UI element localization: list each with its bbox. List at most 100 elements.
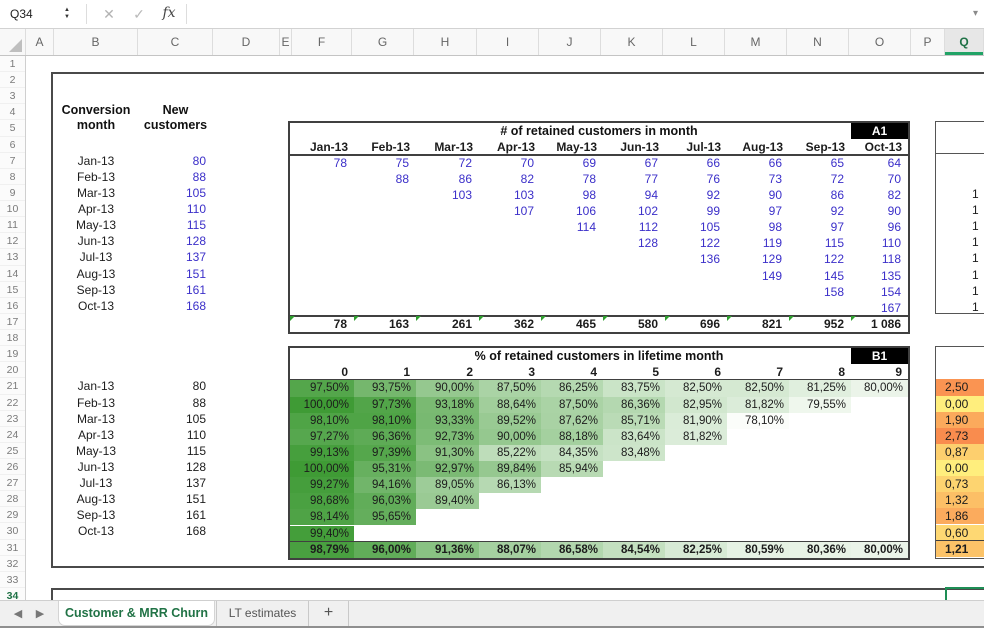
column-label-2[interactable]: 2 [466, 365, 473, 380]
month-cell[interactable]: Oct-13 [77, 524, 114, 539]
row-header-2[interactable]: 2 [0, 72, 25, 89]
side-cell[interactable]: 1 [972, 219, 979, 234]
percent-cell[interactable]: 81,25% [789, 380, 851, 397]
heat-cell[interactable]: 2,73 [936, 427, 984, 444]
side-cell[interactable]: 1 [972, 235, 979, 250]
percent-cell[interactable]: 88,64% [479, 396, 541, 413]
column-header-Q[interactable]: Q [945, 29, 984, 55]
retained-cell[interactable]: 92 [706, 187, 720, 202]
month-cell[interactable]: Aug-13 [76, 266, 116, 281]
percent-cell[interactable]: 97,27% [290, 428, 354, 445]
spinner-up-icon[interactable]: ▲ [64, 7, 70, 13]
conversion-month-header[interactable]: Conversion month [54, 103, 138, 133]
month-cell[interactable]: Mar-13 [76, 411, 115, 426]
retained-cell[interactable]: 115 [824, 236, 844, 251]
retained-total-cell[interactable]: 163 [354, 315, 416, 332]
row-header-28[interactable]: 28 [0, 491, 25, 508]
percent-cell[interactable]: 92,73% [416, 428, 479, 445]
row-header-17[interactable]: 17 [0, 314, 25, 331]
percent-cell[interactable]: 95,31% [354, 461, 416, 478]
retained-cell[interactable]: 105 [699, 220, 720, 235]
retained-cell[interactable]: 99 [706, 204, 720, 219]
fx-icon[interactable]: fx [162, 5, 176, 21]
column-label-4[interactable]: 4 [590, 365, 597, 380]
new-customers-cell[interactable]: 151 [185, 492, 206, 507]
percent-cell[interactable]: 98,68% [290, 493, 354, 510]
retained-cell[interactable]: 97 [830, 220, 844, 235]
month-cell[interactable]: Feb-13 [76, 169, 116, 184]
percent-cell[interactable]: 90,00% [416, 380, 479, 397]
sheet-tab-lt-estimates[interactable]: LT estimates [216, 601, 309, 626]
row-header-1[interactable]: 1 [0, 56, 25, 73]
column-label-Feb-13[interactable]: Feb-13 [371, 139, 410, 154]
column-header-F[interactable]: F [292, 29, 352, 55]
heat-cell[interactable]: 0,00 [936, 460, 984, 477]
retained-cell[interactable]: 90 [768, 187, 782, 202]
percent-total-cell[interactable]: 88,07% [479, 541, 541, 558]
retained-cell[interactable]: 64 [887, 155, 901, 170]
retained-cell[interactable]: 102 [637, 204, 658, 219]
percent-cell[interactable]: 81,82% [665, 428, 727, 445]
retained-cell[interactable]: 70 [520, 155, 534, 170]
heat-cell[interactable]: 1,32 [936, 492, 984, 509]
row-header-34[interactable]: 34 [0, 588, 25, 600]
retained-cell[interactable]: 103 [513, 187, 534, 202]
retained-cell[interactable]: 97 [768, 204, 782, 219]
retained-cell[interactable]: 114 [576, 220, 596, 235]
percent-cell[interactable]: 85,71% [603, 412, 665, 429]
month-cell[interactable]: Apr-13 [77, 202, 115, 217]
percent-cell[interactable]: 100,00% [290, 396, 354, 413]
retained-cell[interactable]: 154 [880, 284, 901, 299]
row-header-4[interactable]: 4 [0, 104, 25, 121]
percent-total-cell[interactable]: 91,36% [416, 541, 479, 558]
percent-cell[interactable]: 81,90% [665, 412, 727, 429]
row-header-19[interactable]: 19 [0, 346, 25, 363]
side-cell[interactable]: 1 [972, 267, 979, 282]
row-header-18[interactable]: 18 [0, 330, 25, 347]
column-header-C[interactable]: C [138, 29, 213, 55]
column-header-G[interactable]: G [352, 29, 414, 55]
new-customers-cell[interactable]: 110 [186, 202, 206, 217]
month-cell[interactable]: Feb-13 [76, 395, 116, 410]
percent-cell[interactable]: 89,52% [479, 412, 541, 429]
heat-cell[interactable]: 0,60 [936, 524, 984, 541]
percent-cell[interactable]: 78,10% [727, 412, 789, 429]
new-customers-cell[interactable]: 88 [192, 395, 206, 410]
row-header-26[interactable]: 26 [0, 459, 25, 476]
percent-cell[interactable]: 99,27% [290, 477, 354, 494]
retained-cell[interactable]: 88 [395, 171, 409, 186]
retained-total-cell[interactable]: 465 [541, 315, 603, 332]
row-header-31[interactable]: 31 [0, 540, 25, 556]
percent-total-cell[interactable]: 80,59% [727, 541, 789, 558]
column-label-Apr-13[interactable]: Apr-13 [496, 139, 535, 154]
side-cell[interactable]: 1 [972, 186, 979, 201]
add-sheet-button[interactable]: + [309, 601, 349, 626]
new-customers-cell[interactable]: 80 [192, 379, 206, 394]
percent-cell[interactable]: 88,18% [541, 428, 603, 445]
month-cell[interactable]: Jul-13 [79, 476, 113, 491]
row-header-6[interactable]: 6 [0, 137, 25, 153]
new-customers-cell[interactable]: 128 [185, 234, 206, 249]
retained-cell[interactable]: 90 [887, 204, 901, 219]
percent-total-cell[interactable]: 96,00% [354, 541, 416, 558]
percent-cell[interactable]: 84,35% [541, 444, 603, 462]
month-cell[interactable]: May-13 [75, 218, 116, 233]
retained-cell[interactable]: 96 [887, 220, 901, 235]
column-label-1[interactable]: 1 [403, 365, 410, 380]
retained-cell[interactable]: 69 [582, 155, 596, 170]
retained-total-cell[interactable]: 78 [290, 315, 354, 332]
percent-cell[interactable]: 97,39% [354, 444, 416, 462]
percent-cell[interactable]: 89,05% [416, 477, 479, 494]
retained-cell[interactable]: 76 [706, 171, 720, 186]
column-header-O[interactable]: O [849, 29, 911, 55]
new-customers-cell[interactable]: 115 [186, 218, 206, 233]
percent-cell[interactable]: 80,00% [851, 380, 908, 397]
row-header-13[interactable]: 13 [0, 249, 25, 266]
retained-cell[interactable]: 118 [881, 252, 901, 267]
month-cell[interactable]: Sep-13 [76, 508, 116, 523]
column-label-8[interactable]: 8 [838, 365, 845, 380]
row-header-24[interactable]: 24 [0, 427, 25, 443]
retained-cell[interactable]: 94 [644, 187, 658, 202]
retained-cell[interactable]: 73 [768, 171, 782, 186]
percent-cell[interactable]: 83,48% [603, 444, 665, 462]
